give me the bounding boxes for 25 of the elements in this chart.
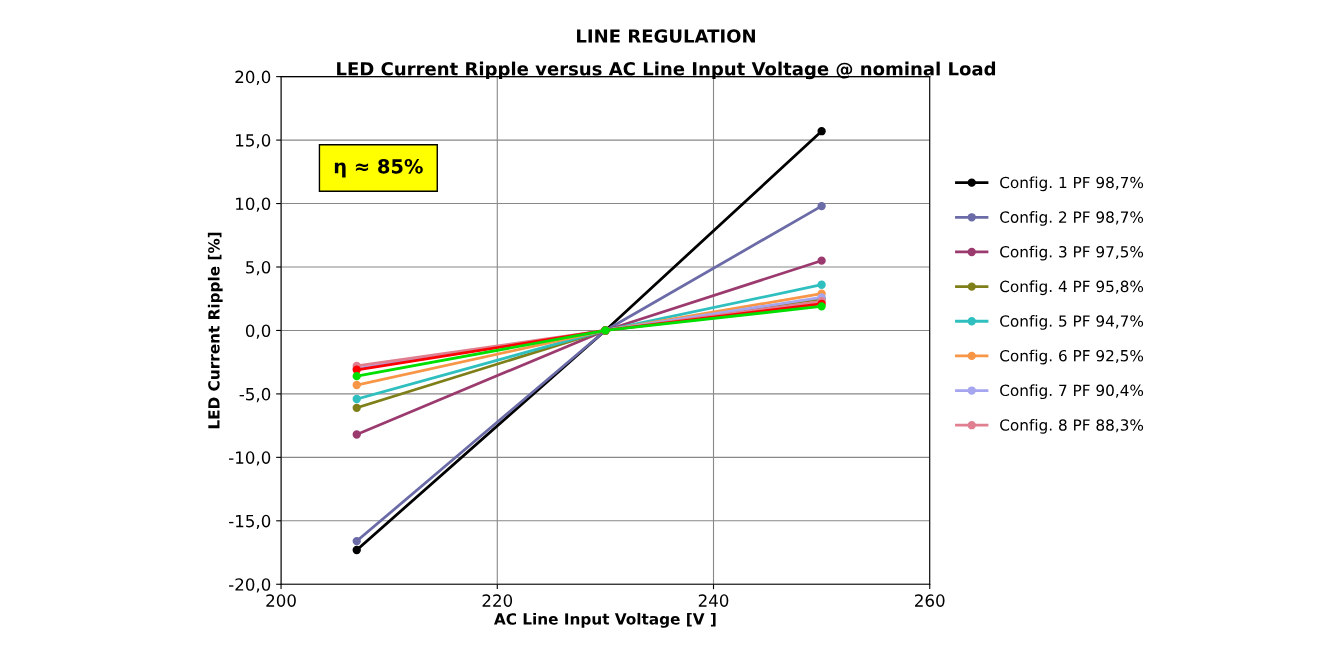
y-tick-label: -5,0 bbox=[239, 387, 271, 403]
y-tick-label: -20,0 bbox=[229, 578, 271, 593]
legend-label: Config. 8 PF 88,3% bbox=[1000, 418, 1144, 434]
y-axis-title: LED Current Ripple [%] bbox=[207, 232, 223, 429]
y-tick-label: 5,0 bbox=[246, 260, 271, 276]
legend-label: Config. 1 PF 98,7% bbox=[1000, 176, 1144, 192]
x-tick-label: 200 bbox=[266, 594, 296, 607]
y-tick-label: -10,0 bbox=[229, 451, 271, 466]
chart-title: LINE REGULATION bbox=[577, 29, 755, 43]
y-tick-label: 20,0 bbox=[235, 70, 271, 85]
x-tick-label: 220 bbox=[482, 594, 513, 607]
legend-label: Config. 3 PF 97,5% bbox=[1000, 245, 1144, 261]
y-tick-label: 15,0 bbox=[236, 134, 271, 149]
legend-label: Config. 2 PF 98,7% bbox=[1000, 211, 1144, 226]
legend-label: Config. 4 PF 95,8% bbox=[1000, 280, 1144, 296]
y-tick-label: 0,0 bbox=[245, 324, 271, 339]
y-tick-label: 10,0 bbox=[236, 197, 271, 212]
x-tick-label: 260 bbox=[915, 594, 945, 607]
legend-label: Config. 5 PF 94,7% bbox=[1000, 315, 1144, 330]
y-tick-label: -15,0 bbox=[229, 514, 271, 530]
legend-label: Config. 7 PF 90,4% bbox=[1000, 384, 1144, 400]
x-axis-title: AC Line Input Voltage [V ] bbox=[494, 612, 716, 628]
legend-label: Config. 6 PF 92,5% bbox=[1000, 349, 1144, 365]
annotation: η ≈ 85% bbox=[334, 158, 423, 178]
x-tick-label: 240 bbox=[698, 594, 729, 607]
